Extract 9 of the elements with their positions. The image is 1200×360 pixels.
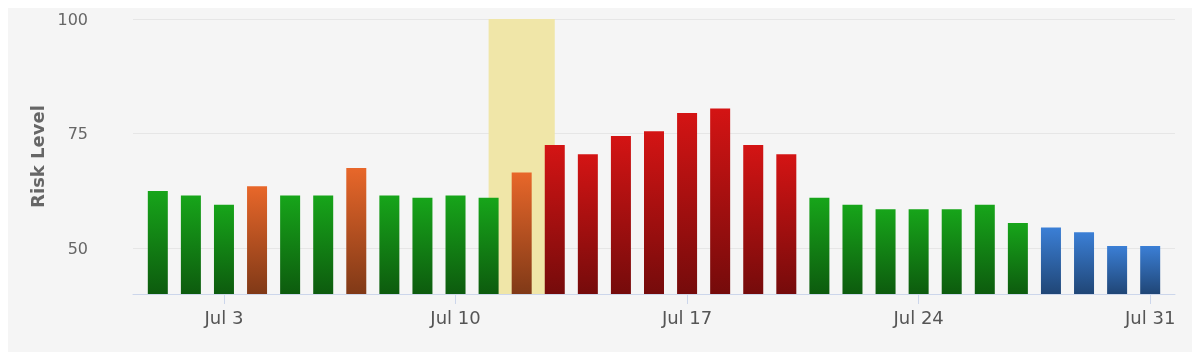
x-tick-label: Jul 31 (1124, 306, 1176, 328)
y-tick-label: 50 (67, 238, 88, 258)
y-tick-label: 100 (57, 9, 88, 29)
y-axis-title: Risk Level (27, 105, 49, 208)
x-tick-label: Jul 3 (203, 306, 244, 328)
x-tick-label: Jul 10 (429, 306, 481, 328)
x-tick-label: Jul 24 (892, 306, 944, 328)
x-tick-label: Jul 17 (660, 306, 713, 328)
y-tick-label: 75 (67, 124, 88, 144)
